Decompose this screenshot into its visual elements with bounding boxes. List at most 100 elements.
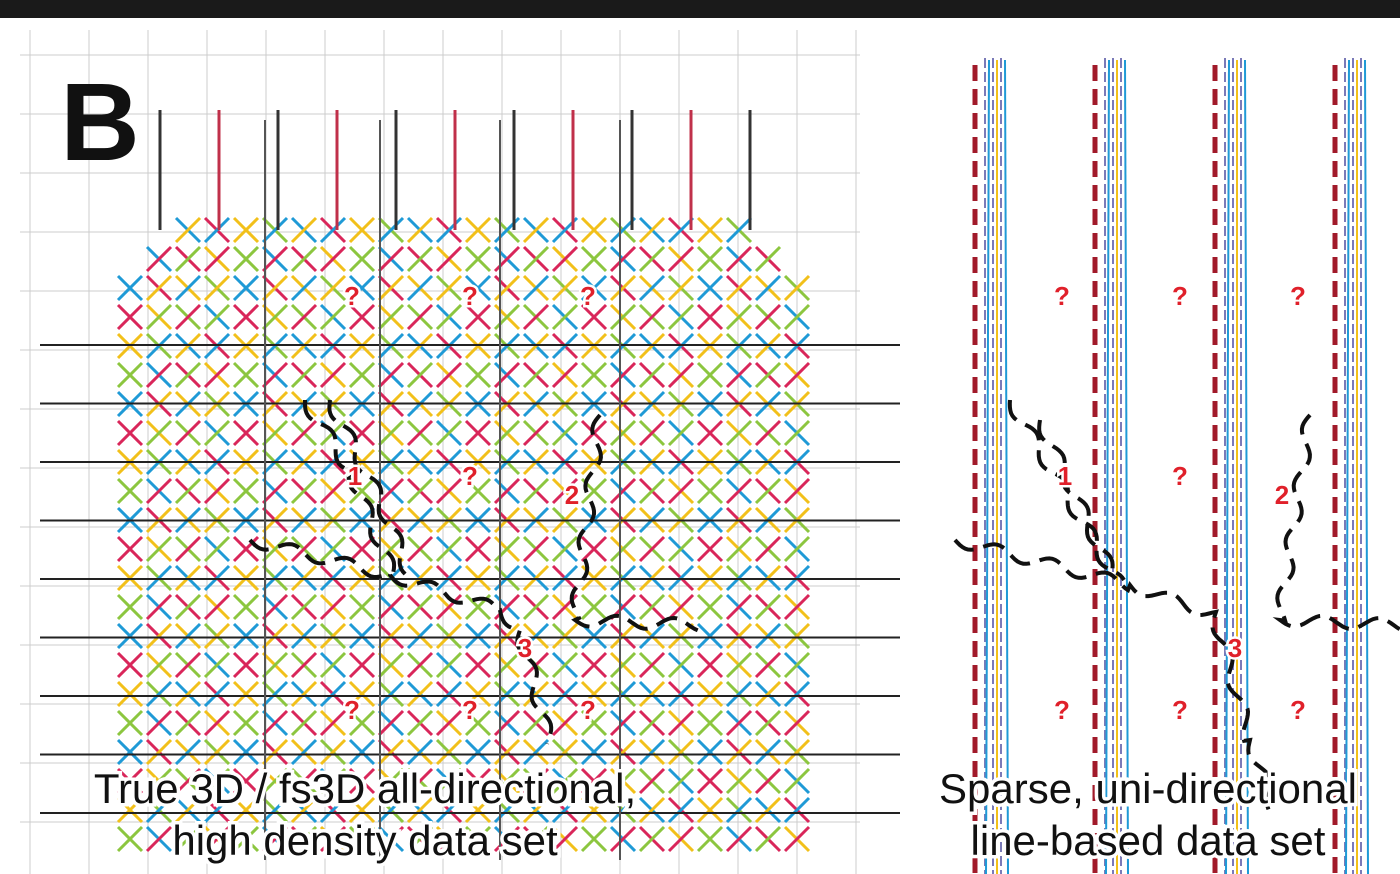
stroke (406, 738, 434, 766)
stroke (435, 361, 463, 389)
stroke (290, 477, 318, 505)
stroke (754, 361, 782, 389)
stroke (348, 709, 376, 737)
stroke (667, 651, 695, 679)
stroke (377, 477, 405, 505)
stroke (406, 535, 434, 563)
marker-label: ? (1054, 281, 1070, 311)
stroke (696, 651, 724, 679)
labels: ?????? ? 1 2 3 True 3D / fs3D all-directional… (90, 278, 1360, 867)
stroke (116, 303, 144, 331)
stroke (725, 767, 753, 795)
stroke (638, 477, 666, 505)
line (1124, 59, 1129, 874)
stroke (116, 477, 144, 505)
stroke (290, 709, 318, 737)
stroke (232, 622, 260, 650)
marker-label: 2 (1275, 480, 1289, 510)
stroke (145, 738, 173, 766)
stroke (290, 796, 318, 824)
stroke (783, 361, 811, 389)
stroke (435, 825, 463, 853)
stroke (116, 709, 144, 737)
stroke (609, 796, 637, 824)
stroke (783, 303, 811, 331)
marker-label: ? (1290, 695, 1306, 725)
stroke (725, 680, 753, 708)
stroke (754, 796, 782, 824)
stroke (725, 216, 753, 244)
stroke (348, 767, 376, 795)
stroke (435, 593, 463, 621)
stroke (261, 477, 289, 505)
stroke (667, 825, 695, 853)
stroke (696, 680, 724, 708)
stroke (232, 361, 260, 389)
stroke (145, 709, 173, 737)
stroke (377, 535, 405, 563)
stroke (377, 796, 405, 824)
stroke (609, 274, 637, 302)
stroke (261, 303, 289, 331)
stroke (203, 651, 231, 679)
stroke (609, 709, 637, 737)
stroke (406, 593, 434, 621)
stroke (203, 361, 231, 389)
stroke (464, 477, 492, 505)
stroke (609, 738, 637, 766)
caption-line: high density data set (172, 817, 558, 864)
stroke (406, 419, 434, 447)
stroke (232, 796, 260, 824)
stroke (203, 593, 231, 621)
stroke (725, 738, 753, 766)
top-bar (0, 0, 1400, 18)
stroke (696, 738, 724, 766)
stroke (290, 738, 318, 766)
stroke (290, 825, 318, 853)
stroke (464, 825, 492, 853)
stroke (551, 709, 579, 737)
stroke (406, 651, 434, 679)
stroke (725, 651, 753, 679)
stroke (116, 535, 144, 563)
stroke (522, 825, 550, 853)
stroke (551, 535, 579, 563)
stroke (261, 738, 289, 766)
stroke (174, 767, 202, 795)
marker-label: 1 (348, 461, 362, 491)
stroke (174, 651, 202, 679)
stroke (609, 535, 637, 563)
stroke (406, 622, 434, 650)
stroke (551, 477, 579, 505)
stroke (232, 651, 260, 679)
stroke (232, 680, 260, 708)
wavy-path (569, 413, 699, 633)
wavy-path (1272, 413, 1400, 631)
stroke (232, 825, 260, 853)
stroke (522, 767, 550, 795)
stroke (696, 825, 724, 853)
stroke (754, 738, 782, 766)
panel-label: B (60, 61, 139, 184)
stroke (522, 477, 550, 505)
stroke (232, 303, 260, 331)
stroke (580, 796, 608, 824)
stroke (232, 419, 260, 447)
stroke (348, 593, 376, 621)
stroke (261, 651, 289, 679)
stroke (667, 767, 695, 795)
stroke (203, 709, 231, 737)
stroke (319, 361, 347, 389)
stroke (145, 622, 173, 650)
stroke (522, 274, 550, 302)
stroke (522, 535, 550, 563)
stroke (348, 680, 376, 708)
stroke (783, 825, 811, 853)
stroke (638, 796, 666, 824)
stroke (580, 825, 608, 853)
stroke (174, 622, 202, 650)
stroke (261, 796, 289, 824)
stroke (667, 477, 695, 505)
stroke (116, 593, 144, 621)
stroke (261, 622, 289, 650)
